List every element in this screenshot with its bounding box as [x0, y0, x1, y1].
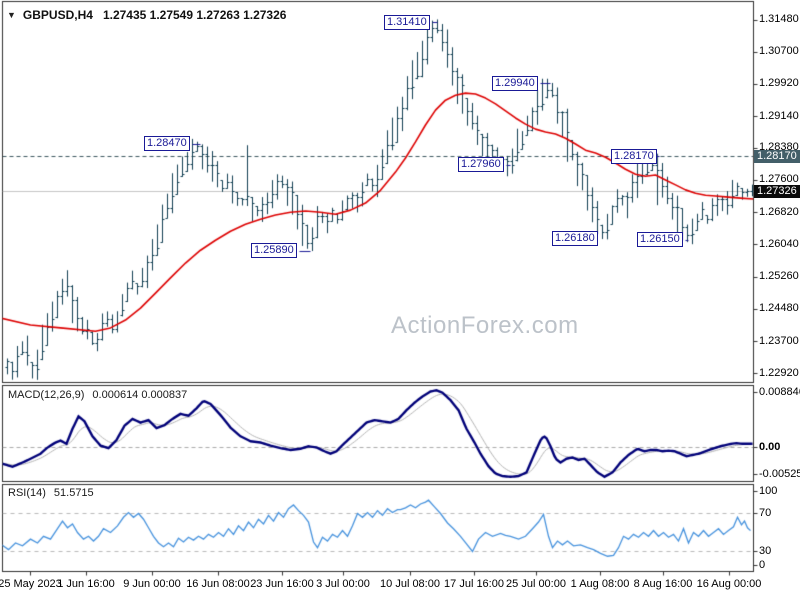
rsi-value: 51.5715 [53, 487, 94, 499]
price-axis[interactable] [754, 0, 800, 572]
macd-name: MACD(12,26,9) [8, 389, 85, 401]
rsi-name: RSI(14) [8, 487, 46, 499]
symbol-dropdown-icon[interactable]: ▼ [7, 10, 16, 20]
chart-title-bar: ▼ GBPUSD,H4 1.27435 1.27549 1.27263 1.27… [7, 8, 286, 22]
time-axis[interactable] [0, 572, 800, 600]
ohlc-values: 1.27435 1.27549 1.27263 1.27326 [102, 8, 287, 22]
macd-values: 0.000614 0.000837 [92, 389, 188, 401]
actionforex-watermark: ActionForex.com [391, 312, 579, 339]
chart-symbol-period: GBPUSD,H4 [22, 8, 93, 22]
rsi-indicator-label: RSI(14) 51.5715 [8, 487, 94, 499]
macd-indicator-label: MACD(12,26,9) 0.000614 0.000837 [8, 389, 187, 401]
